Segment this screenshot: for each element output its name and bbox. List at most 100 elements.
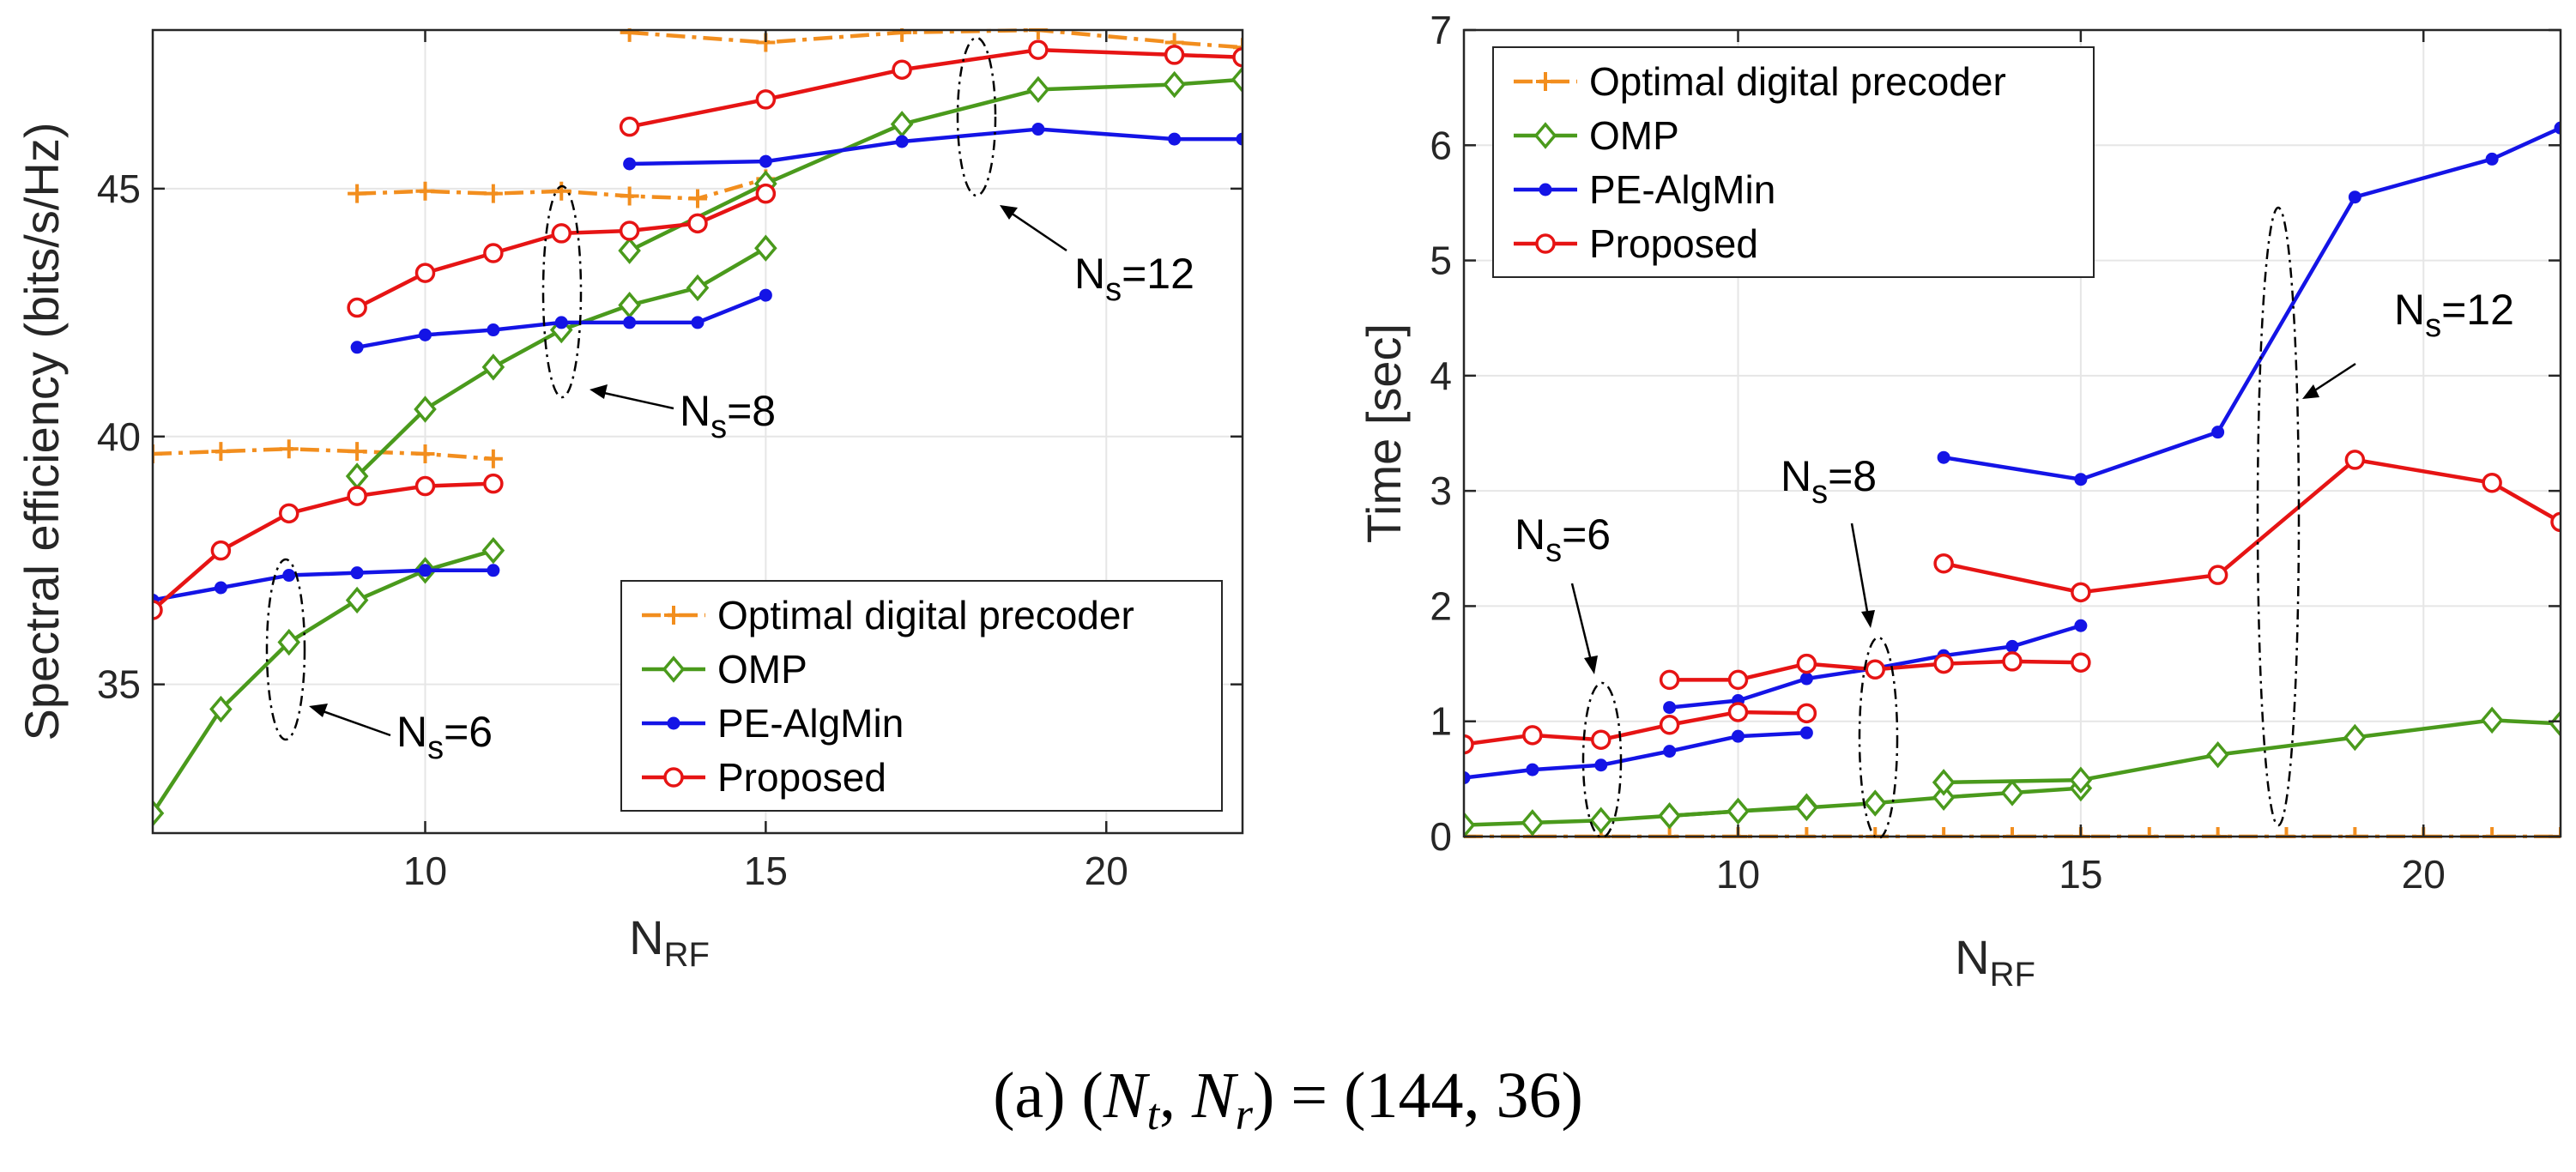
data-point-omp xyxy=(1464,811,1476,838)
data-point-optimal xyxy=(279,439,299,459)
data-point-pe xyxy=(214,581,227,595)
data-point-optimal xyxy=(620,28,639,42)
data-point-proposed xyxy=(483,243,504,263)
data-point-pe xyxy=(1594,758,1608,772)
data-point-optimal xyxy=(1233,38,1243,57)
data-point-pe xyxy=(419,564,432,577)
data-point-proposed xyxy=(1933,653,1954,674)
y-tick-label: 35 xyxy=(97,662,141,707)
data-point-pe xyxy=(350,566,364,580)
data-point-proposed xyxy=(1028,39,1049,60)
data-point-omp xyxy=(2549,710,2561,738)
data-point-proposed xyxy=(414,263,436,283)
data-point-proposed xyxy=(892,59,912,80)
data-point-proposed xyxy=(2550,511,2561,533)
data-point-omp xyxy=(1163,70,1186,99)
x-tick-label: 10 xyxy=(403,849,447,893)
data-point-pe xyxy=(487,323,500,337)
y-tick-label: 6 xyxy=(1430,123,1452,167)
data-point-proposed xyxy=(2071,582,2091,603)
annotation-ns8: Ns=8 xyxy=(1781,452,1899,840)
data-point-pe xyxy=(2211,426,2225,439)
y-axis-title: Time [sec] xyxy=(1357,323,1411,543)
data-point-optimal xyxy=(415,444,435,463)
legend-label-proposed: Proposed xyxy=(717,755,886,800)
legend-marker-optimal xyxy=(664,606,683,625)
legend-label-pe: PE-AlgMin xyxy=(717,701,904,746)
series-line-pe xyxy=(629,127,1243,166)
data-point-omp xyxy=(481,536,505,565)
data-point-proposed xyxy=(210,540,232,561)
data-point-pe xyxy=(895,135,909,148)
series-omp xyxy=(153,66,1243,827)
data-point-proposed xyxy=(687,213,708,234)
data-point-proposed xyxy=(414,475,436,497)
legend-marker-proposed xyxy=(1535,233,1556,254)
data-point-proposed xyxy=(1796,653,1817,674)
data-point-pe xyxy=(554,316,568,329)
data-point-pe xyxy=(419,328,432,341)
data-point-pe xyxy=(2348,190,2361,204)
data-point-proposed xyxy=(551,223,571,244)
x-axis-title: NRF xyxy=(629,910,710,974)
data-point-proposed xyxy=(347,486,367,506)
data-point-pe xyxy=(1937,450,1950,464)
data-point-pe xyxy=(350,341,364,354)
legend-label-omp: OMP xyxy=(1589,113,1679,158)
data-point-proposed xyxy=(2207,565,2228,585)
data-point-omp xyxy=(2343,723,2367,752)
data-point-optimal xyxy=(620,186,639,206)
data-point-omp xyxy=(414,396,437,423)
data-point-omp xyxy=(1932,769,1956,796)
legend: Optimal digital precoder OMP PE-AlgMin Prop… xyxy=(1492,46,2095,278)
series-line-omp xyxy=(1944,718,2561,785)
x-axis-title: NRF xyxy=(1955,930,2035,994)
data-point-omp xyxy=(2069,766,2093,794)
data-point-omp xyxy=(153,800,165,827)
legend: Optimal digital precoder OMP PE-AlgMin Prop… xyxy=(620,580,1223,812)
data-point-pe xyxy=(1799,726,1813,740)
data-point-optimal xyxy=(688,189,707,208)
data-point-pe xyxy=(487,564,500,577)
figure-caption: (a) (Nt, Nr) = (144, 36) xyxy=(993,1060,1583,1139)
data-point-proposed xyxy=(2344,450,2366,470)
data-point-pe xyxy=(759,288,772,302)
axes-frame xyxy=(151,28,1244,835)
data-point-optimal xyxy=(153,444,162,463)
data-point-pe xyxy=(623,316,637,329)
y-tick-label: 7 xyxy=(1430,8,1452,52)
data-point-omp xyxy=(2000,779,2024,807)
y-tick-label: 45 xyxy=(97,166,141,211)
tick-layer: 10 15 20 35 40 45 xyxy=(97,30,1243,893)
data-point-omp xyxy=(481,353,505,381)
data-point-pe xyxy=(1526,763,1539,776)
data-point-optimal xyxy=(348,184,367,203)
series-proposed xyxy=(1464,450,2561,755)
data-point-pe xyxy=(1663,745,1677,758)
legend-marker-optimal xyxy=(1536,72,1555,91)
legend-marker-omp xyxy=(662,655,686,683)
series-omp xyxy=(1464,706,2561,838)
x-tick-label: 10 xyxy=(1716,852,1760,897)
data-point-proposed xyxy=(1796,703,1817,724)
data-point-optimal xyxy=(892,28,912,42)
series-line-omp xyxy=(153,548,494,815)
data-point-omp xyxy=(2480,706,2504,734)
tick-layer: 10 15 20 0 1 2 3 4 5 6 7 xyxy=(1430,8,2561,897)
legend-marker-proposed xyxy=(663,767,684,788)
data-point-proposed xyxy=(755,89,777,110)
annotation-ns8: Ns=8 xyxy=(541,184,776,445)
legend-marker-omp xyxy=(1533,122,1557,149)
y-axis-title: Spectral efficiency (bits/s/Hz) xyxy=(15,123,69,741)
data-point-pe xyxy=(1031,123,1045,136)
data-point-omp xyxy=(1795,794,1818,822)
series-line-pe xyxy=(1464,730,1807,780)
data-point-omp xyxy=(1932,783,1956,812)
data-point-optimal xyxy=(552,181,571,201)
data-point-pe xyxy=(1168,132,1182,146)
data-point-omp xyxy=(345,586,369,614)
data-point-omp xyxy=(2206,740,2229,769)
data-point-proposed xyxy=(347,297,367,318)
data-point-proposed xyxy=(1232,47,1243,68)
